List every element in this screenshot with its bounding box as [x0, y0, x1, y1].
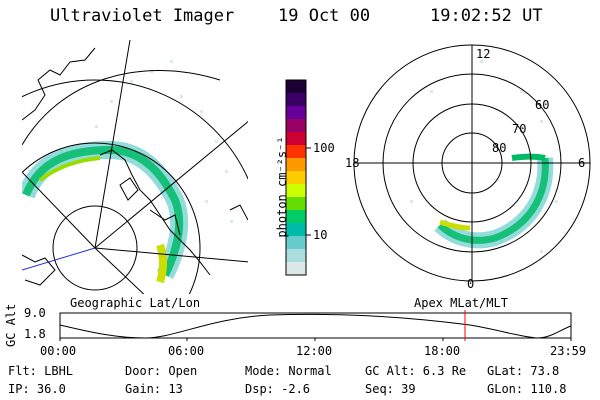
colorbar-segment — [286, 223, 306, 237]
colorbar-segment — [286, 106, 306, 120]
status-glat: GLat: 73.8 — [487, 364, 560, 378]
status-ip: IP: 36.0 — [8, 382, 66, 396]
altitude-axis-label: GC Alt — [4, 303, 18, 347]
colorbar-segment — [286, 249, 306, 263]
colorbar-segment — [286, 210, 306, 224]
polar-plot — [353, 44, 591, 282]
time-tick-1: 06:00 — [168, 344, 205, 358]
mlat-label-60: 60 — [535, 98, 550, 112]
mlt-label-18: 18 — [345, 156, 360, 170]
colorbar-segment — [286, 132, 306, 146]
colorbar-tick-10: 10 — [313, 228, 328, 242]
mlat-label-80: 80 — [492, 141, 507, 155]
left-panel-caption: Geographic Lat/Lon — [70, 296, 201, 310]
status-dsp: Dsp: -2.6 — [245, 382, 311, 396]
colorbar — [286, 80, 306, 276]
app-title: Ultraviolet Imager — [50, 6, 235, 26]
mlat-label-70: 70 — [512, 122, 527, 136]
status-mode: Mode: Normal — [245, 364, 332, 378]
mlt-label-0: 0 — [467, 277, 475, 291]
date-label: 19 Oct 00 — [278, 6, 371, 26]
mlt-label-6: 6 — [578, 156, 586, 170]
altitude-plot — [59, 310, 572, 341]
time-tick-4: 23:59 — [550, 344, 587, 358]
colorbar-segment — [286, 236, 306, 250]
colorbar-segment — [286, 262, 306, 276]
time-tick-3: 18:00 — [424, 344, 461, 358]
colorbar-segment — [286, 184, 306, 198]
colorbar-segment — [286, 80, 306, 94]
colorbar-tick-100: 100 — [313, 141, 335, 155]
colorbar-segment — [286, 93, 306, 107]
right-panel-caption: Apex MLat/MLT — [414, 296, 508, 310]
status-seq: Seq: 39 — [365, 382, 416, 396]
colorbar-segment — [286, 158, 306, 172]
time-tick-0: 00:00 — [40, 344, 77, 358]
colorbar-segment — [286, 171, 306, 185]
time-label: 19:02:52 UT — [430, 6, 543, 26]
colorbar-segment — [286, 145, 306, 159]
colorbar-segment — [286, 197, 306, 211]
time-tick-2: 12:00 — [296, 344, 333, 358]
colorbar-unit-label: photon cm⁻²s⁻¹ — [275, 136, 289, 238]
status-glon: GLon: 110.8 — [487, 382, 567, 396]
altitude-tick-low: 1.8 — [24, 327, 46, 341]
status-gc-alt: GC Alt: 6.3 Re — [365, 364, 467, 378]
status-door: Door: Open — [125, 364, 198, 378]
status-gain: Gain: 13 — [125, 382, 183, 396]
mlt-label-12: 12 — [476, 47, 491, 61]
status-filter: Flt: LBHL — [8, 364, 74, 378]
colorbar-segment — [286, 119, 306, 133]
altitude-tick-high: 9.0 — [24, 306, 46, 320]
